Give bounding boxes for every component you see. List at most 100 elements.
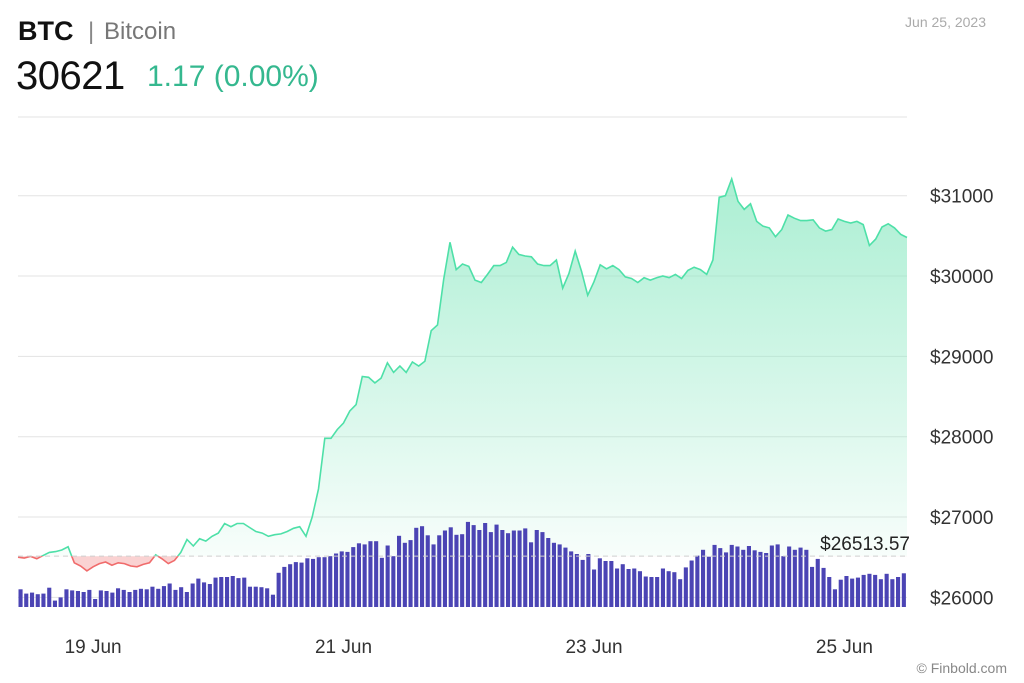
volume-bar — [517, 530, 522, 607]
y-tick-label: $30000 — [930, 267, 993, 288]
volume-bar — [569, 551, 574, 607]
volume-bar — [775, 544, 780, 607]
volume-bar — [529, 542, 534, 607]
volume-bar — [884, 573, 889, 607]
volume-bar — [431, 544, 436, 607]
volume-bar — [414, 527, 419, 607]
volume-bar — [311, 558, 316, 607]
y-tick-label: $29000 — [930, 347, 993, 368]
volume-bar — [64, 589, 69, 607]
volume-bar — [305, 558, 310, 607]
volume-bar — [551, 542, 556, 607]
volume-bar — [540, 532, 545, 607]
volume-bar — [506, 533, 511, 607]
volume-bar — [850, 578, 855, 607]
volume-bar — [701, 549, 706, 607]
volume-bar — [379, 557, 384, 607]
volume-bar — [368, 541, 373, 607]
volume-bar — [18, 589, 23, 607]
volume-bar — [35, 594, 40, 607]
volume-bar — [133, 589, 138, 607]
volume-bar — [477, 530, 482, 607]
volume-bar — [878, 579, 883, 607]
volume-bar — [460, 534, 465, 607]
volume-bar — [167, 583, 172, 607]
volume-bar — [322, 557, 327, 607]
volume-bar — [276, 572, 281, 607]
volume-bar — [144, 589, 149, 607]
volume-bar — [253, 586, 258, 607]
x-axis-labels: 19 Jun 21 Jun 23 Jun 25 Jun — [65, 637, 873, 658]
volume-bar — [213, 577, 218, 607]
volume-bar — [442, 530, 447, 607]
volume-bar — [758, 551, 763, 607]
volume-bar — [299, 562, 304, 607]
volume-bar — [752, 550, 757, 607]
volume-bar — [408, 540, 413, 607]
volume-bar — [24, 593, 29, 607]
volume-bar — [334, 553, 339, 607]
volume-bar — [356, 543, 361, 607]
volume-bar — [98, 590, 103, 607]
header-separator: | — [88, 18, 95, 45]
volume-bar — [735, 546, 740, 607]
volume-bar — [764, 553, 769, 607]
volume-bar — [150, 586, 155, 607]
volume-bar — [345, 551, 350, 607]
volume-bar — [52, 600, 57, 607]
y-tick-label: $31000 — [930, 187, 993, 208]
volume-bar — [397, 535, 402, 607]
price-change: 1.17 (0.00%) — [147, 60, 319, 93]
volume-bar — [219, 577, 224, 607]
volume-bar — [632, 568, 637, 607]
volume-bar — [511, 530, 516, 607]
x-tick-label: 25 Jun — [816, 637, 873, 658]
volume-bar — [87, 589, 92, 607]
volume-bar — [861, 574, 866, 607]
y-tick-label: $28000 — [930, 428, 993, 449]
volume-bar — [448, 527, 453, 607]
price-line-down — [17, 556, 179, 572]
volume-bar — [58, 597, 63, 607]
volume-bar — [781, 556, 786, 607]
source-credit: © Finbold.com — [916, 660, 1007, 676]
volume-bar — [712, 544, 717, 607]
x-tick-label: 19 Jun — [65, 637, 122, 658]
volume-bar — [563, 547, 568, 607]
volume-bar — [270, 594, 275, 607]
volume-bar — [546, 538, 551, 607]
volume-bar — [689, 560, 694, 607]
volume-bar — [138, 588, 143, 607]
volume-bar — [488, 532, 493, 607]
volume-bar — [798, 547, 803, 607]
volume-bar — [179, 587, 184, 607]
volume-bar — [867, 573, 872, 607]
volume-bar — [626, 569, 631, 607]
volume-bar — [161, 586, 166, 607]
volume-bar — [207, 584, 212, 607]
volume-bar — [557, 544, 562, 607]
volume-bar — [649, 577, 654, 607]
volume-bar — [620, 564, 625, 607]
volume-bar — [282, 566, 287, 607]
volume-bar — [534, 530, 539, 607]
volume-bar — [465, 521, 470, 607]
chart-date: Jun 25, 2023 — [905, 14, 986, 30]
volume-bar — [815, 558, 820, 607]
volume-bar — [592, 569, 597, 607]
area-fill-up — [18, 178, 907, 557]
volume-bar — [225, 577, 230, 607]
y-axis-labels: $26000 $27000 $28000 $29000 $30000 $31000 — [930, 187, 993, 610]
volume-bar — [603, 561, 608, 607]
price-area — [18, 178, 907, 571]
volume-bar — [316, 557, 321, 607]
baseline: $26513.57 — [18, 534, 910, 557]
volume-bar — [391, 556, 396, 607]
volume-bar — [655, 577, 660, 607]
volume-bar — [718, 548, 723, 607]
volume-bar — [93, 599, 98, 607]
volume-bar — [810, 566, 815, 607]
volume-bar — [196, 578, 201, 607]
volume-bar — [769, 545, 774, 607]
